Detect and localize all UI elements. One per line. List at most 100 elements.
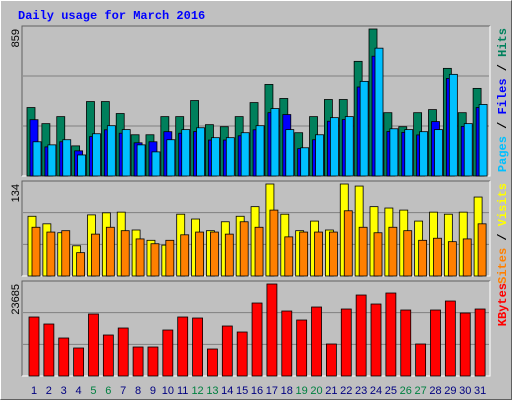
bar	[47, 144, 57, 177]
bar	[211, 137, 220, 177]
bevel	[21, 280, 490, 376]
bar	[32, 141, 42, 177]
bar	[355, 294, 367, 377]
legend-separator: /	[496, 57, 510, 79]
bar	[400, 309, 412, 377]
bar	[150, 243, 160, 277]
legend-entry: Sites	[496, 248, 510, 284]
x-tick-label: 19	[296, 385, 308, 397]
bar	[325, 343, 337, 377]
bar	[403, 230, 413, 277]
bar	[419, 131, 429, 177]
bar	[389, 128, 399, 177]
bar	[434, 129, 443, 177]
bar	[92, 133, 101, 177]
bar	[284, 236, 294, 277]
legend-separator: /	[496, 114, 510, 136]
bar	[207, 348, 218, 377]
bar	[359, 80, 369, 177]
bar	[315, 134, 324, 177]
bar	[374, 47, 384, 177]
x-tick-label: 23	[355, 385, 367, 397]
x-tick-label: 8	[135, 385, 141, 397]
y-tick-label: 23685	[10, 284, 22, 315]
x-tick-label: 20	[310, 385, 322, 397]
bar	[239, 221, 249, 277]
bar	[236, 331, 248, 377]
bar	[61, 230, 71, 277]
x-tick-label: 6	[105, 385, 111, 397]
bar	[195, 231, 204, 277]
bar	[285, 129, 295, 177]
bar	[102, 334, 114, 377]
bar	[418, 239, 428, 277]
y-tick-label: 859	[10, 29, 22, 47]
bar	[120, 230, 130, 277]
bar	[43, 323, 55, 377]
x-tick-label: 22	[340, 385, 352, 397]
bar	[251, 302, 263, 377]
bar	[281, 310, 293, 377]
bar	[221, 325, 233, 377]
bar	[474, 308, 486, 377]
bar	[462, 238, 472, 277]
bar	[121, 129, 131, 177]
bar	[162, 329, 174, 377]
bar	[388, 226, 398, 277]
bar	[88, 313, 99, 377]
x-tick-label: 4	[76, 385, 82, 397]
x-tick-label: 9	[150, 385, 156, 397]
bar	[266, 283, 278, 377]
x-tick-label: 18	[281, 385, 293, 397]
bar	[314, 231, 323, 277]
bar	[329, 117, 339, 177]
bar	[28, 316, 40, 377]
bar	[433, 237, 442, 277]
x-tick-label: 13	[206, 385, 218, 397]
x-tick-label: 14	[221, 385, 233, 397]
x-tick-label: 29	[444, 385, 456, 397]
bar	[210, 231, 219, 277]
bar	[181, 129, 191, 177]
x-tick-label: 25	[385, 385, 397, 397]
bar	[58, 337, 70, 377]
bar	[299, 231, 309, 277]
chart-title: Daily usage for March 2016	[18, 9, 205, 23]
bar	[132, 346, 144, 377]
bar	[358, 226, 368, 277]
legend-entry: Visits	[496, 183, 510, 226]
bar	[196, 127, 205, 177]
bar	[311, 306, 322, 377]
bar	[328, 231, 338, 277]
bar	[135, 238, 145, 277]
bar	[147, 346, 159, 377]
bevel	[21, 180, 490, 276]
bar	[151, 151, 161, 177]
bevel	[21, 25, 490, 176]
bar	[385, 292, 397, 377]
legend: KBytes	[496, 283, 510, 326]
x-tick-label: 5	[90, 385, 96, 397]
bar	[478, 104, 488, 177]
bar	[46, 231, 56, 277]
x-tick-label: 16	[251, 385, 263, 397]
bar	[373, 232, 383, 277]
bar	[224, 233, 234, 277]
legend-entry: Hits	[496, 28, 510, 57]
x-tick-label: 27	[414, 385, 426, 397]
bar	[240, 132, 250, 177]
bar	[370, 303, 382, 377]
bar	[225, 137, 235, 177]
bar	[459, 312, 471, 377]
bar	[463, 123, 473, 177]
bar	[177, 316, 189, 377]
x-tick-label: 21	[325, 385, 337, 397]
x-tick-label: 1	[31, 385, 37, 397]
legend-entry: Files	[496, 78, 510, 114]
bar	[105, 226, 115, 277]
x-tick-label: 28	[429, 385, 441, 397]
bar	[117, 327, 129, 377]
bar	[91, 233, 100, 277]
